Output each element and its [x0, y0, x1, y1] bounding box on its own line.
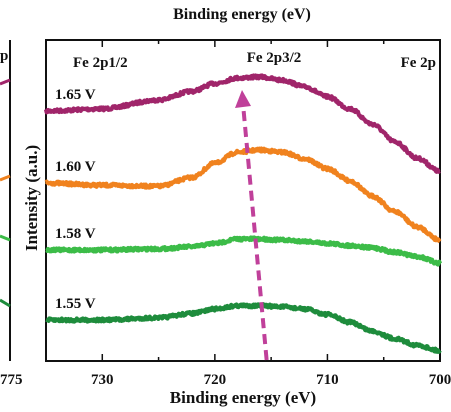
plot-frame: [45, 39, 441, 362]
x-tick-label: 700: [429, 372, 451, 388]
series-line: [44, 302, 442, 354]
series-line: [43, 73, 442, 174]
annotation-fe-2p: Fe 2p: [401, 55, 436, 71]
series-label: 1.65 V: [55, 87, 96, 103]
left-panel-trace-1: [0, 78, 11, 86]
x-axis-label: Binding energy (eV): [170, 388, 316, 407]
peak-shift-arrowhead: [235, 90, 251, 108]
series-label: 1.60 V: [55, 159, 96, 175]
x-tick-label: 710: [316, 372, 339, 388]
left-panel-trace-3: [0, 234, 11, 242]
series-label: 1.55 V: [55, 296, 96, 312]
x-tick-label: 730: [91, 372, 114, 388]
left-panel-fragment: p: [0, 48, 8, 64]
x-axis-ticks: 730 720 710 700: [45, 40, 451, 388]
annotation-fe-2p1-2: Fe 2p1/2: [73, 55, 128, 71]
series-line: [44, 146, 442, 244]
series-label: 1.58 V: [55, 226, 96, 242]
annotation-fe-2p3-2: Fe 2p3/2: [247, 50, 302, 66]
series-labels: 1.65 V 1.60 V 1.58 V 1.55 V: [55, 87, 96, 312]
y-axis-label: Intensity (a.u.): [22, 145, 41, 251]
series-group: [43, 73, 442, 354]
series-line: [44, 235, 442, 267]
peak-shift-arrow: [241, 103, 269, 361]
left-panel-remnant: p 775: [0, 40, 23, 388]
top-caption: Binding energy (eV): [173, 6, 311, 23]
left-panel-trace-2: [0, 174, 11, 182]
left-panel-trace-4: [0, 298, 11, 308]
x-tick-label: 720: [204, 372, 227, 388]
left-panel-tick: 775: [0, 372, 23, 388]
